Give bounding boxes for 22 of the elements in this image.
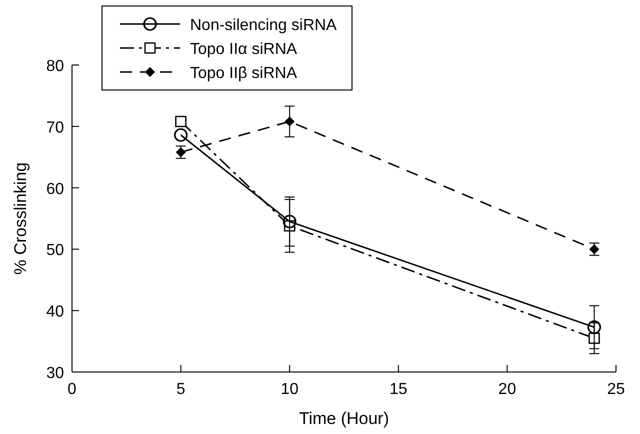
point bbox=[174, 128, 188, 142]
point bbox=[175, 116, 186, 128]
y-tick-label: 30 bbox=[46, 365, 64, 382]
y-tick-label: 50 bbox=[46, 242, 64, 260]
x-axis-title: Time (Hour) bbox=[298, 409, 390, 428]
y-tick-label: 70 bbox=[46, 119, 64, 136]
x-tick-label: 10 bbox=[280, 381, 299, 398]
point bbox=[284, 116, 295, 126]
x-tick-label: 0 bbox=[68, 381, 77, 398]
x-tick-label: 5 bbox=[176, 381, 186, 398]
y-axis-title: % Crosslinking bbox=[11, 162, 30, 275]
legend-label: Topo IIβ siRNA bbox=[190, 65, 298, 82]
legend-label: Topo IIα siRNA bbox=[190, 41, 298, 58]
legend-label: Non-silencing siRNA bbox=[190, 17, 338, 34]
point bbox=[282, 214, 296, 228]
y-tick-label: 60 bbox=[46, 180, 64, 198]
x-tick-label: 25 bbox=[607, 381, 625, 398]
point bbox=[587, 320, 602, 334]
x-tick-label: 20 bbox=[498, 381, 516, 398]
y-tick-label: 40 bbox=[46, 304, 64, 321]
x-tick-label: 15 bbox=[390, 381, 408, 398]
y-tick-label: 80 bbox=[46, 58, 64, 75]
